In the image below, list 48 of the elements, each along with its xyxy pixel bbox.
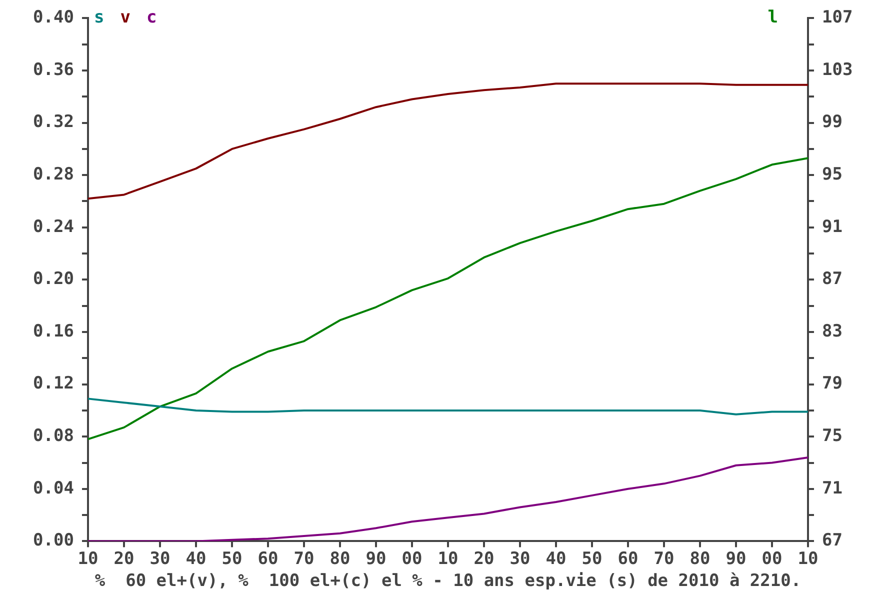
- y2-tick-label: 87: [822, 269, 842, 290]
- x-tick-label: 30: [150, 548, 170, 569]
- y2-tick-label: 91: [822, 216, 842, 237]
- y-tick-label: 0.20: [33, 269, 74, 290]
- y2-tick-label: 107: [822, 8, 853, 28]
- x-tick-label: 50: [222, 548, 242, 569]
- y2-tick-label: 79: [822, 374, 842, 394]
- text: l: [768, 8, 778, 28]
- x-tick-label: 00: [762, 548, 782, 569]
- x-tick-label: 20: [114, 548, 134, 569]
- y-tick-label: 0.36: [33, 60, 74, 80]
- x-tick-label: 80: [690, 548, 710, 569]
- y2-tick-label: 99: [822, 112, 842, 132]
- x-tick-label: 50: [582, 548, 602, 569]
- x-tick-label: 00: [402, 548, 422, 569]
- x-axis-title: % 60 el+(v), % 100 el+(c) el % - 10 ans esp.vie (s) de 2010 à 2210.: [94, 571, 802, 592]
- y2-tick-label: 67: [822, 530, 842, 551]
- y-tick-label: 0.32: [33, 112, 74, 132]
- y-tick-label: 0.16: [33, 321, 74, 342]
- x-tick-label: 20: [474, 548, 494, 569]
- y2-tick-label: 95: [822, 164, 842, 185]
- x-tick-label: 10: [798, 548, 818, 569]
- y-tick-label: 0.04: [33, 478, 74, 498]
- x-tick-label: 60: [258, 548, 278, 569]
- y-tick-label: 0.40: [33, 8, 74, 28]
- x-tick-label: 40: [186, 548, 206, 569]
- x-tick-label: 80: [330, 548, 350, 569]
- x-tick-label: 10: [438, 548, 458, 569]
- y2-tick-label: 75: [822, 426, 842, 446]
- x-tick-label: 90: [726, 548, 746, 569]
- y2-tick-label: 83: [822, 321, 842, 342]
- x-tick-label: 30: [510, 548, 530, 569]
- y-tick-label: 0.00: [33, 530, 74, 551]
- x-tick-label: 90: [366, 548, 386, 569]
- y2-tick-label: 103: [822, 60, 853, 80]
- y-tick-label: 0.24: [33, 216, 74, 237]
- x-tick-label: 70: [294, 548, 314, 569]
- y-tick-label: 0.28: [33, 164, 74, 185]
- x-tick-label: 40: [546, 548, 566, 569]
- x-tick-label: 70: [654, 548, 674, 569]
- x-tick-label: 60: [618, 548, 638, 569]
- y-tick-label: 0.12: [33, 374, 74, 394]
- text: v: [120, 8, 130, 28]
- text: c: [146, 8, 157, 28]
- y-tick-label: 0.08: [33, 426, 74, 446]
- x-tick-label: 10: [78, 548, 98, 569]
- y2-tick-label: 71: [822, 478, 842, 498]
- text: s: [94, 8, 104, 28]
